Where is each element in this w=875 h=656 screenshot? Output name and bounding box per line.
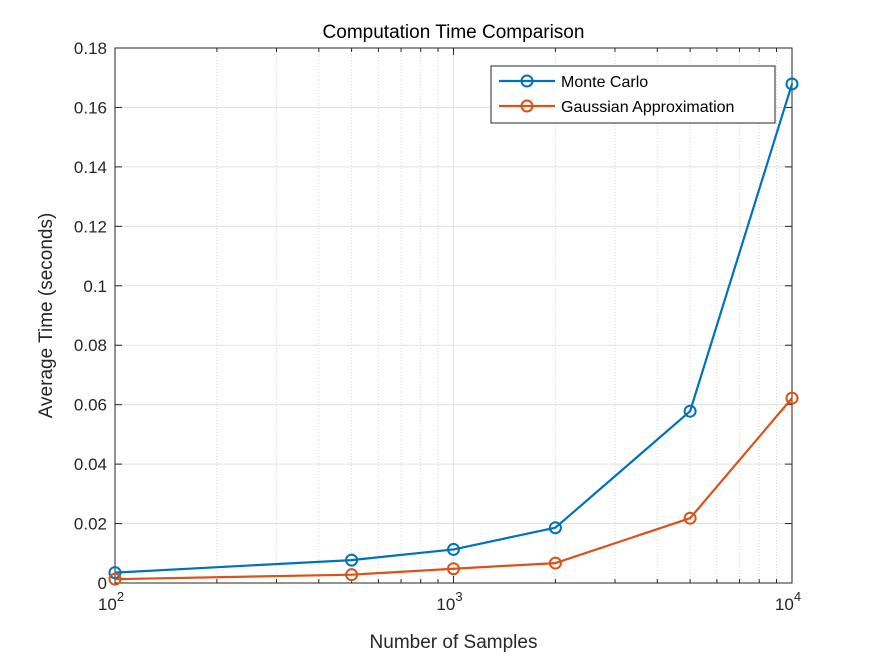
data-point-marker bbox=[345, 553, 359, 567]
series-lines bbox=[108, 77, 799, 586]
data-point-marker bbox=[447, 542, 460, 556]
data-point-marker bbox=[785, 391, 799, 405]
x-axis-title: Number of Samples bbox=[370, 632, 538, 653]
legend: Monte Carlo Gaussian Approximation bbox=[490, 65, 776, 124]
legend-box bbox=[490, 65, 776, 124]
data-point-marker bbox=[548, 521, 562, 535]
series-monte-carlo bbox=[108, 77, 799, 580]
tick-labels: 102 103 10400.020.040.060.080.10.120.140.1… bbox=[74, 39, 801, 614]
legend-item: Gaussian Approximation bbox=[499, 99, 734, 116]
y-axis-title: Average Time (seconds) bbox=[36, 213, 57, 419]
legend-label: Gaussian Approximation bbox=[561, 99, 734, 116]
x-tick-base: 10 bbox=[436, 595, 455, 614]
x-tick-label: 102 bbox=[98, 589, 124, 614]
y-tick-label: 0.1 bbox=[83, 277, 107, 296]
y-tick-label: 0.06 bbox=[74, 396, 107, 415]
y-tick-label: 0.02 bbox=[74, 515, 107, 534]
data-point-marker bbox=[548, 556, 562, 570]
axes-box bbox=[114, 47, 793, 584]
x-tick-exponent: 2 bbox=[117, 589, 124, 604]
data-point-marker bbox=[345, 568, 359, 582]
legend-item: Monte Carlo bbox=[499, 74, 648, 91]
y-tick-label: 0.14 bbox=[74, 158, 107, 177]
chart-title: Computation Time Comparison bbox=[323, 22, 585, 43]
x-tick-label: 104 bbox=[775, 589, 801, 614]
x-tick-base: 10 bbox=[98, 595, 117, 614]
x-tick-base: 10 bbox=[775, 595, 794, 614]
y-tick-label: 0.16 bbox=[74, 98, 107, 117]
axes bbox=[114, 47, 793, 584]
series-gaussian-approximation bbox=[108, 391, 799, 586]
y-tick-label: 0.18 bbox=[74, 39, 107, 58]
data-point-marker bbox=[683, 404, 697, 418]
x-tick-exponent: 4 bbox=[794, 589, 801, 604]
x-tick-label: 103 bbox=[436, 589, 462, 614]
legend-swatch-marker bbox=[520, 74, 534, 88]
y-tick-label: 0 bbox=[98, 574, 107, 593]
series-line bbox=[114, 83, 794, 574]
x-tick-exponent: 3 bbox=[455, 589, 462, 604]
data-point-marker bbox=[683, 511, 697, 525]
data-point-marker bbox=[447, 562, 460, 576]
y-tick-label: 0.12 bbox=[74, 217, 107, 236]
y-tick-label: 0.04 bbox=[74, 455, 107, 474]
legend-label: Monte Carlo bbox=[561, 74, 648, 91]
data-point-marker bbox=[785, 77, 799, 91]
series-line bbox=[114, 397, 793, 581]
data-point-marker bbox=[108, 572, 122, 586]
legend-swatch-marker bbox=[520, 99, 534, 113]
y-tick-label: 0.08 bbox=[74, 336, 107, 355]
